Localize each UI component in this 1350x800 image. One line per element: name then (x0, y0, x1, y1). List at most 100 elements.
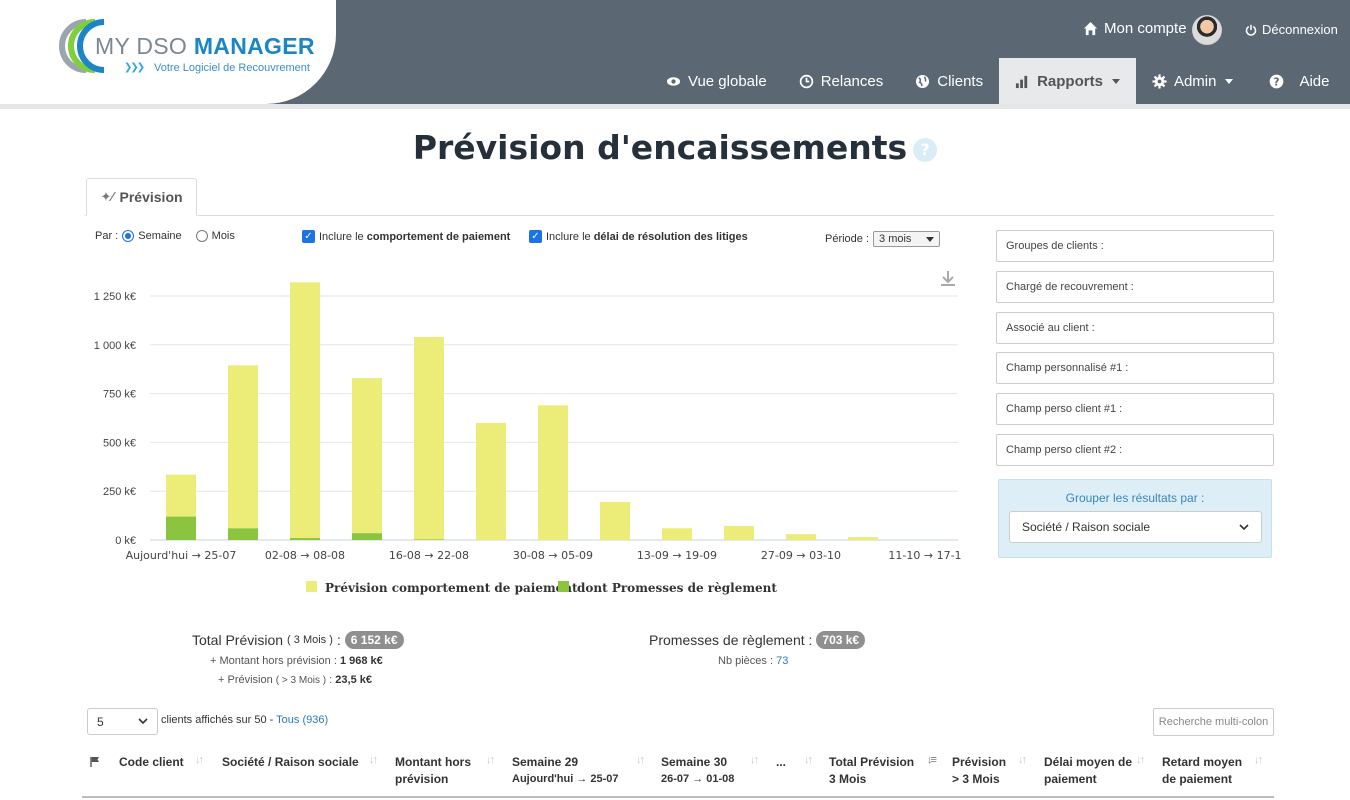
y-tick-label: 500 k€ (103, 437, 136, 449)
col-retard-moyen[interactable]: Retard moyen de paiement (1162, 755, 1243, 786)
x-tick-label: Aujourd'hui → 25-07 (126, 549, 237, 562)
filter-groupes-clients[interactable]: Groupes de clients : (996, 230, 1274, 262)
radio-semaine[interactable] (122, 230, 135, 242)
period-option: Période : 3 mois (825, 231, 941, 247)
logout-label: Déconnexion (1262, 22, 1338, 37)
pieces-link[interactable]: 73 (776, 655, 789, 667)
gear-icon (1152, 73, 1167, 89)
filter-charge-recouvrement[interactable]: Chargé de recouvrement : (996, 271, 1274, 303)
bar-prevision (724, 525, 754, 540)
bar-prevision (228, 365, 258, 529)
nav-rapports[interactable]: Rapports (999, 58, 1136, 104)
bar-prevision (662, 528, 692, 540)
include-behaviour-option: ✓ Inclure le comportement de paiement (302, 230, 510, 243)
help-icon[interactable]: ? (913, 137, 938, 162)
magic-wand-icon: ✦⁄ (100, 189, 114, 204)
y-tick-label: 0 k€ (115, 535, 136, 547)
table-info-text: clients affichés sur 50 - (161, 714, 274, 726)
include-litiges-checkbox[interactable]: ✓ (529, 230, 542, 243)
sort-icon[interactable]: ↓↑ (750, 754, 759, 766)
chevron-down-icon (1111, 78, 1120, 84)
sort-icon[interactable]: ↓↑ (804, 754, 813, 766)
radio-mois[interactable] (195, 230, 208, 242)
page-length-value: 5 (97, 714, 104, 729)
grouping-label: Grouper les résultats par : (1065, 491, 1205, 505)
col-more[interactable]: ... (776, 755, 787, 769)
period-select[interactable]: 3 mois (873, 231, 941, 247)
tagline-arrows-icon: ❯❯❯ (124, 62, 145, 73)
sort-icon[interactable]: ↓↑ (1136, 754, 1145, 766)
col-semaine-29[interactable]: Semaine 29 Aujourd'hui → 25-07 (512, 755, 619, 785)
page-length-select[interactable]: 5 (87, 708, 158, 735)
nav-relances[interactable]: Relances (783, 58, 900, 104)
par-label: Par : (95, 230, 119, 242)
nav-label: Admin (1173, 72, 1217, 90)
col-semaine-30[interactable]: Semaine 30 26-07 → 01-08 (661, 755, 735, 785)
col-delai-moyen[interactable]: Délai moyen de paiement (1044, 755, 1133, 786)
sort-icon[interactable]: ↓↑ (369, 754, 378, 766)
total-prevision-period: ( 3 Mois ) (287, 634, 333, 646)
period-unit-group: Par : Semaine Mois (95, 230, 235, 242)
col-prevision-3-mois[interactable]: Prévision > 3 Mois (952, 755, 1007, 786)
x-tick-label: 13-09 → 19-09 (637, 549, 717, 562)
bar-prevision (600, 501, 630, 540)
sort-icon[interactable]: ↓↑ (486, 754, 495, 766)
col-total-prevision[interactable]: Total Prévision 3 Mois (829, 755, 915, 786)
bar-prevision (290, 282, 320, 539)
nav-vue-globale[interactable]: Vue globale (650, 58, 783, 104)
sort-icon[interactable]: ↓↑ (1018, 754, 1027, 766)
col-societe[interactable]: Société / Raison sociale (222, 755, 359, 769)
filter-champ-personnalise-1[interactable]: Champ personnalisé #1 : (996, 352, 1274, 384)
tab-label: Prévision (119, 189, 183, 205)
include-behaviour-checkbox[interactable]: ✓ (302, 230, 315, 243)
tab-prevision[interactable]: ✦⁄ Prévision (86, 178, 197, 216)
sort-icon[interactable]: ↓↑ (636, 754, 645, 766)
nav-label: Vue globale (688, 72, 767, 90)
nav-label: Clients (937, 72, 984, 90)
search-button[interactable] (1346, 58, 1350, 104)
filter-champ-perso-client-1[interactable]: Champ perso client #1 : (996, 393, 1274, 425)
filter-champ-perso-client-2[interactable]: Champ perso client #2 : (996, 434, 1274, 466)
filter-associe-client[interactable]: Associé au client : (996, 312, 1274, 344)
promesses-total: Promesses de règlement : 703 k€ (649, 631, 866, 649)
pieces-line: Nb pièces : 73 (718, 655, 788, 667)
nav-clients[interactable]: Clients (899, 58, 999, 104)
logo[interactable]: MY DSO MANAGER ❯❯❯ Votre Logiciel de Rec… (0, 0, 336, 104)
logout-link[interactable]: Déconnexion (1245, 22, 1338, 37)
period-value: 3 mois (879, 233, 912, 245)
show-all-link[interactable]: Tous (936) (276, 714, 329, 726)
semaine-label: Semaine (138, 230, 182, 242)
power-icon (1245, 24, 1257, 36)
bar-prevision (538, 405, 568, 540)
grouping-panel: Grouper les résultats par : Société / Ra… (998, 479, 1272, 558)
sort-icon[interactable]: ↓↑ (195, 754, 204, 766)
beyond-colon: : (329, 674, 333, 686)
legend-swatch (306, 581, 317, 592)
multi-column-search-button[interactable]: Recherche multi-colon (1153, 708, 1274, 736)
sort-icon[interactable]: ↓↑ (1254, 754, 1263, 766)
avatar[interactable] (1192, 15, 1222, 45)
nav-aide[interactable]: ? Aide (1249, 58, 1345, 104)
y-tick-label: 250 k€ (103, 486, 136, 498)
chevron-down-icon (926, 236, 935, 242)
bar-promesses (290, 538, 320, 540)
sort-desc-icon[interactable]: ↓≡ (927, 754, 937, 766)
pieces-label: Nb pièces : (718, 655, 774, 667)
x-tick-label: 30-08 → 05-09 (513, 549, 593, 562)
promesses-badge: 703 k€ (816, 631, 866, 649)
nav-admin[interactable]: Admin (1136, 58, 1250, 104)
beyond-prevision-line: + Prévision ( > 3 Mois ) : 23,5 k€ (218, 674, 372, 686)
page-title-text: Prévision d'encaissements (412, 128, 908, 167)
download-icon[interactable] (941, 271, 955, 286)
home-icon (1083, 21, 1098, 36)
flag-icon[interactable] (90, 756, 101, 767)
account-link[interactable]: Mon compte (1083, 20, 1187, 37)
chevron-down-icon (1225, 78, 1234, 84)
col-code-client[interactable]: Code client (119, 755, 184, 769)
hors-prevision-line: + Montant hors prévision : 1 968 k€ (210, 655, 383, 667)
grouping-select[interactable]: Société / Raison sociale (1009, 511, 1262, 543)
total-prevision-colon: : (336, 632, 341, 648)
tab-bar-line (85, 215, 1274, 216)
include-litiges-option: ✓ Inclure le délai de résolution des lit… (529, 230, 748, 243)
col-montant-hors-prevision[interactable]: Montant hors prévision (395, 755, 471, 786)
